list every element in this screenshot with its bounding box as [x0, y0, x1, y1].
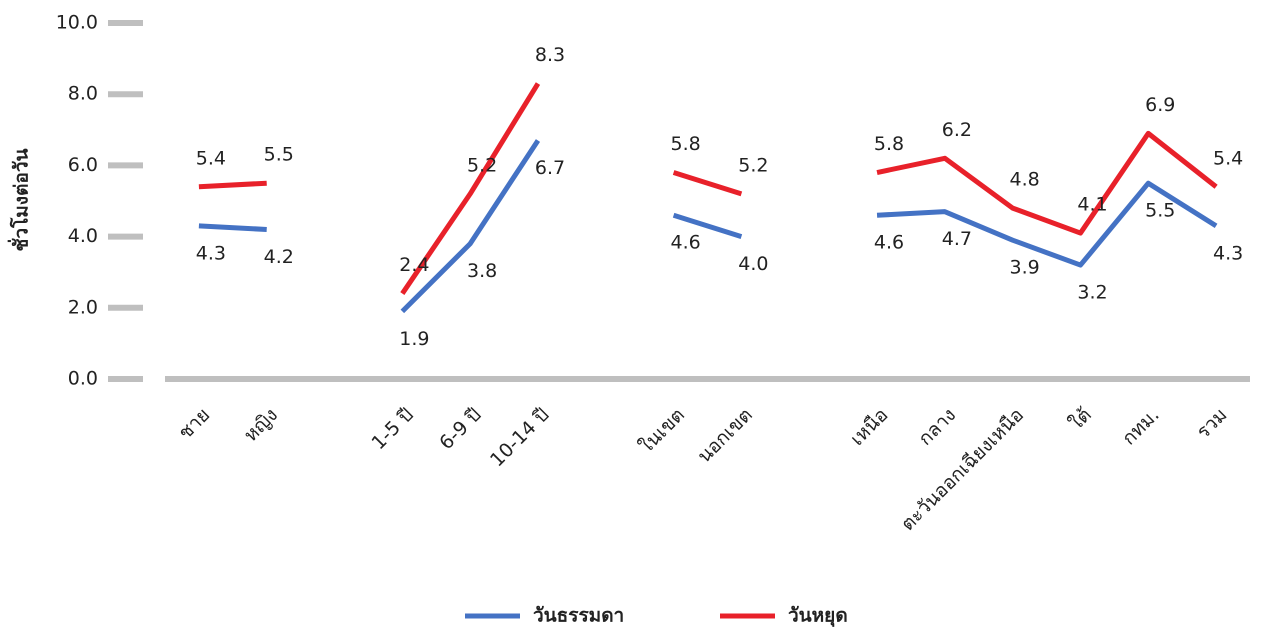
data-label: 6.9 — [1145, 94, 1175, 116]
data-label: 8.3 — [535, 44, 565, 66]
line-series — [198, 139, 1218, 314]
data-label: 4.0 — [738, 253, 768, 275]
line-series — [198, 82, 1218, 295]
data-label: 2.4 — [399, 254, 429, 276]
data-label: 3.8 — [467, 260, 497, 282]
data-label: 5.2 — [738, 154, 768, 176]
x-tick-label: ในเขต — [635, 404, 689, 458]
x-tick-label: รวม — [1192, 404, 1231, 443]
y-tick-label: 0.0 — [68, 368, 98, 390]
y-axis-label: ชั่วโมงต่อวัน — [8, 149, 33, 252]
data-label: 1.9 — [399, 328, 429, 350]
legend-label: วันธรรมดา — [533, 605, 624, 627]
data-label: 5.4 — [1213, 147, 1243, 169]
x-tick-label: นอกเขต — [693, 404, 756, 467]
x-tick-label: ใต้ — [1065, 404, 1096, 435]
x-tick-label: กทม. — [1118, 404, 1164, 450]
y-tick-label: 8.0 — [68, 83, 98, 105]
data-label: 4.7 — [942, 228, 972, 250]
data-label: 4.6 — [874, 232, 904, 254]
y-tick-label: 4.0 — [68, 225, 98, 247]
data-label: 4.2 — [264, 246, 294, 268]
data-label: 3.9 — [1010, 257, 1040, 279]
x-tick-label: ตะวันออกเฉียงเหนือ — [897, 404, 1028, 535]
x-tick-label: 6-9 ปี — [435, 404, 485, 454]
x-tick-label: หญิง — [240, 404, 282, 446]
data-label: 4.3 — [196, 242, 226, 264]
data-label: 6.7 — [535, 157, 565, 179]
data-label: 4.8 — [1010, 169, 1040, 191]
data-label: 4.3 — [1213, 242, 1243, 264]
x-tick-label: ชาย — [174, 404, 214, 444]
x-tick-label: 10-14 ปี — [486, 404, 553, 471]
y-tick-label: 2.0 — [68, 296, 98, 318]
data-label: 5.5 — [1145, 200, 1175, 222]
y-tick-label: 10.0 — [56, 12, 98, 34]
data-label: 5.2 — [467, 154, 497, 176]
y-tick-label: 6.0 — [68, 154, 98, 176]
data-label: 4.1 — [1077, 194, 1107, 216]
data-label: 5.8 — [874, 133, 904, 155]
x-tick-label: 1-5 ปี — [367, 404, 417, 454]
x-tick-label: เหนือ — [846, 404, 892, 450]
data-label: 4.6 — [670, 232, 700, 254]
x-tick-label: กลาง — [914, 404, 960, 450]
data-label: 5.5 — [264, 144, 294, 166]
legend-label: วันหยุด — [788, 605, 848, 628]
data-label: 6.2 — [942, 119, 972, 141]
data-label: 5.8 — [670, 133, 700, 155]
data-label: 3.2 — [1077, 282, 1107, 304]
data-label: 5.4 — [196, 147, 226, 169]
